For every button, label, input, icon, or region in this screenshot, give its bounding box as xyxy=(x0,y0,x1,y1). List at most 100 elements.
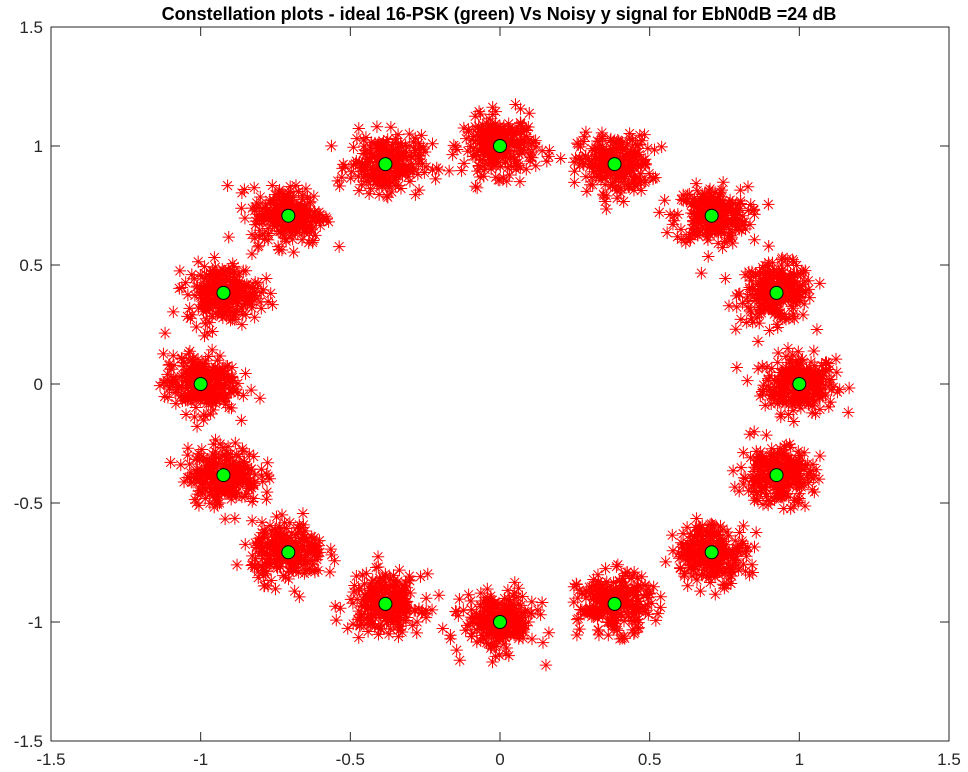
noisy-sample-marker xyxy=(211,354,224,367)
noisy-sample-marker xyxy=(180,374,193,387)
noisy-sample-marker xyxy=(580,185,594,198)
noisy-sample-marker xyxy=(671,230,684,243)
noisy-sample-marker xyxy=(410,615,424,629)
noisy-sample-marker xyxy=(733,484,746,498)
noisy-sample-marker xyxy=(167,370,180,384)
noisy-sample-marker xyxy=(248,311,261,324)
noisy-sample-marker xyxy=(355,164,368,178)
noisy-sample-marker xyxy=(482,614,495,627)
noisy-sample-marker xyxy=(263,553,276,566)
noisy-sample-marker xyxy=(690,512,703,525)
noisy-sample-marker xyxy=(833,383,846,396)
noisy-sample-marker xyxy=(269,582,282,596)
noisy-sample-marker xyxy=(642,591,655,604)
noisy-sample-marker xyxy=(474,634,487,647)
noisy-sample-marker xyxy=(403,175,417,188)
noisy-sample-marker xyxy=(205,396,218,409)
noisy-sample-marker xyxy=(512,582,525,595)
noisy-sample-marker xyxy=(257,523,271,537)
noisy-sample-marker xyxy=(750,488,763,501)
noisy-sample-marker xyxy=(282,200,295,213)
noisy-sample-marker xyxy=(789,390,802,403)
noisy-sample-marker xyxy=(600,169,614,182)
noisy-sample-marker xyxy=(239,367,252,380)
noisy-sample-marker xyxy=(762,494,775,507)
noisy-sample-marker xyxy=(777,384,791,398)
noisy-sample-marker xyxy=(169,397,183,410)
noisy-sample-marker xyxy=(474,135,487,148)
noisy-sample-marker xyxy=(248,286,261,299)
noisy-sample-marker xyxy=(600,602,613,615)
noisy-sample-marker xyxy=(682,548,695,561)
noisy-sample-marker xyxy=(775,263,789,277)
noisy-sample-marker xyxy=(768,301,781,315)
noisy-sample-marker xyxy=(798,446,811,459)
noisy-sample-marker xyxy=(266,179,279,192)
noisy-sample-marker xyxy=(677,194,690,207)
noisy-sample-marker xyxy=(620,166,633,179)
noisy-sample-marker xyxy=(174,389,188,403)
noisy-sample-marker xyxy=(228,308,242,322)
noisy-sample-marker xyxy=(675,233,688,246)
noisy-sample-marker xyxy=(501,134,514,147)
noisy-sample-marker xyxy=(186,389,200,402)
noisy-sample-marker xyxy=(625,614,638,627)
noisy-sample-marker xyxy=(385,146,399,160)
noisy-sample-marker xyxy=(190,464,203,478)
noisy-sample-marker xyxy=(486,655,499,669)
noisy-sample-marker xyxy=(184,466,198,480)
noisy-sample-marker xyxy=(777,377,791,390)
noisy-sample-marker xyxy=(372,620,385,633)
noisy-sample-marker xyxy=(387,588,400,602)
noisy-sample-marker xyxy=(313,208,327,221)
noisy-sample-marker xyxy=(208,284,222,298)
noisy-sample-marker xyxy=(382,142,396,156)
noisy-sample-marker xyxy=(753,454,766,467)
noisy-sample-marker xyxy=(207,298,221,312)
noisy-sample-marker xyxy=(482,637,495,650)
noisy-sample-marker xyxy=(245,514,259,527)
noisy-sample-marker xyxy=(782,286,795,299)
noisy-sample-marker xyxy=(229,305,242,319)
noisy-sample-marker xyxy=(786,253,799,266)
noisy-sample-marker xyxy=(708,565,721,578)
noisy-sample-marker xyxy=(797,365,810,378)
noisy-sample-marker xyxy=(436,622,449,635)
noisy-sample-marker xyxy=(497,637,511,651)
noisy-sample-marker xyxy=(379,169,392,183)
noisy-sample-marker xyxy=(759,265,772,278)
noisy-sample-marker xyxy=(513,629,526,643)
noisy-sample-marker xyxy=(191,450,204,464)
noisy-sample-marker xyxy=(780,460,794,474)
noisy-sample-marker xyxy=(733,526,746,539)
noisy-sample-marker xyxy=(762,302,775,316)
noisy-sample-marker xyxy=(240,487,254,500)
noisy-sample-marker xyxy=(160,374,174,387)
noisy-sample-marker xyxy=(346,617,360,631)
noisy-sample-marker xyxy=(737,471,751,484)
noisy-sample-marker xyxy=(268,188,282,201)
noisy-sample-marker xyxy=(453,592,466,606)
noisy-sample-marker xyxy=(732,563,745,577)
noisy-sample-marker xyxy=(396,168,409,182)
noisy-sample-marker xyxy=(412,137,425,150)
noisy-sample-marker xyxy=(534,608,547,621)
noisy-sample-marker xyxy=(182,471,196,485)
noisy-sample-marker xyxy=(263,554,277,568)
noisy-sample-marker xyxy=(741,290,754,304)
noisy-sample-marker xyxy=(476,153,489,166)
noisy-sample-marker xyxy=(638,128,651,141)
noisy-sample-marker xyxy=(480,627,493,640)
noisy-sample-marker xyxy=(246,201,259,215)
noisy-sample-marker xyxy=(273,535,286,548)
noisy-sample-marker xyxy=(517,606,531,620)
noisy-sample-marker xyxy=(235,202,248,215)
noisy-sample-marker xyxy=(761,259,775,273)
noisy-sample-marker xyxy=(364,141,377,155)
noisy-sample-marker xyxy=(620,585,634,598)
noisy-sample-marker xyxy=(386,601,399,614)
noisy-sample-marker xyxy=(734,183,747,197)
noisy-sample-marker xyxy=(396,150,409,163)
noisy-sample-marker xyxy=(760,360,774,374)
noisy-sample-marker xyxy=(170,383,184,396)
